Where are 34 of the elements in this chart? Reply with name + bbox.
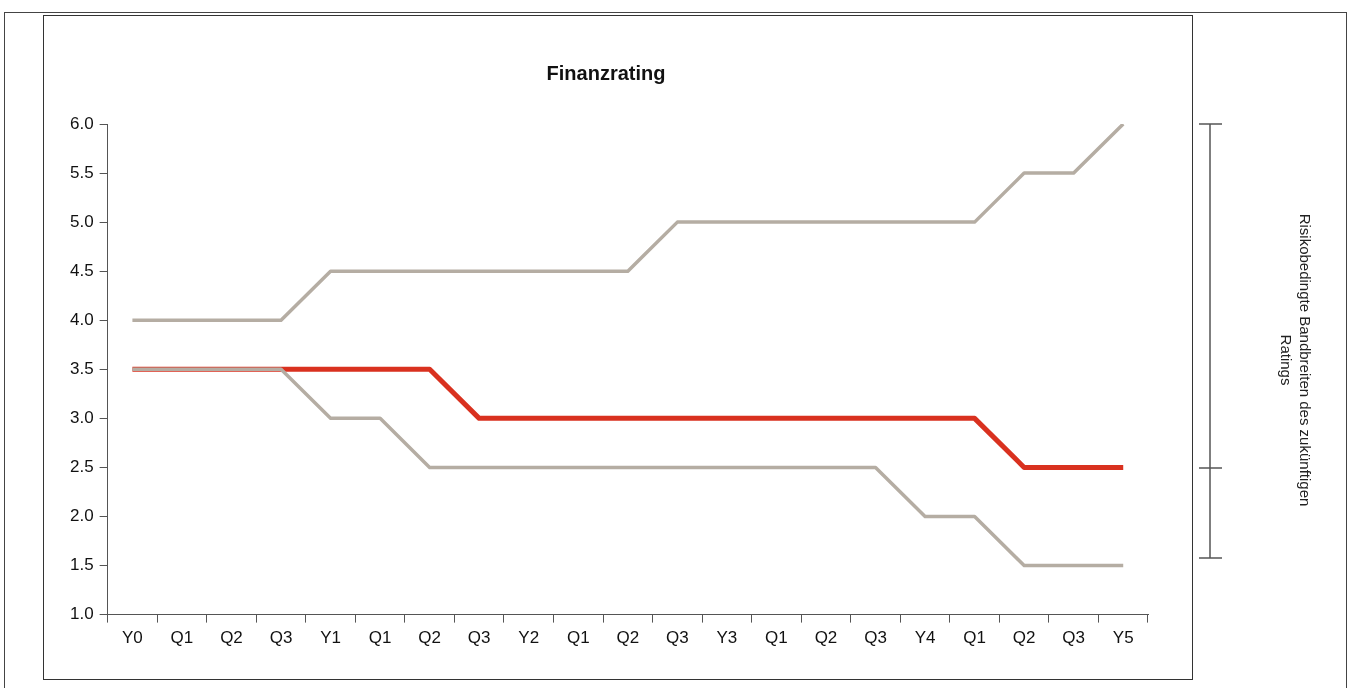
- x-tick-label: Y0: [122, 628, 143, 648]
- chart-title: Finanzrating: [546, 61, 666, 84]
- x-tick-label: Q1: [368, 628, 392, 648]
- text: Risikobedingte Bandbreiten des zukünftigen Ratings: [1277, 212, 1315, 509]
- x-tick-label: Y2: [518, 628, 540, 648]
- x-tick-label: Y4: [914, 628, 936, 648]
- y-tick-label: 3.5: [69, 358, 94, 378]
- y-tick-label: 5.5: [69, 162, 94, 182]
- y-tick-label: 5.0: [69, 211, 94, 231]
- y-tick-label: 6.0: [69, 113, 94, 133]
- x-tick-label: Q1: [963, 628, 986, 648]
- y-tick-label: 2.5: [69, 457, 94, 477]
- x-tick-label: Q3: [666, 628, 689, 648]
- x-tick-label: Q2: [1012, 628, 1036, 648]
- x-tick-label: Y1: [320, 628, 341, 648]
- y-tick-label: 3.0: [69, 408, 94, 428]
- x-tick-label: Q3: [467, 628, 491, 648]
- x-tick-label: Q2: [616, 628, 640, 648]
- x-tick-label: Q2: [220, 628, 243, 648]
- x-tick-label: Y3: [716, 628, 738, 648]
- x-tick-label: Q3: [269, 628, 293, 648]
- x-tick-label: Q1: [566, 628, 590, 648]
- x-tick-label: Y5: [1112, 628, 1134, 648]
- x-tick-label: Q2: [814, 628, 838, 648]
- x-tick-label: Q1: [170, 628, 194, 648]
- y-tick-label: 2.0: [69, 506, 94, 526]
- x-tick-label: Q3: [864, 628, 887, 648]
- y-tick-label: 4.5: [69, 260, 94, 280]
- x-tick-label: Q1: [765, 628, 788, 648]
- y-tick-label: 4.0: [69, 309, 94, 329]
- x-tick-label: Q2: [418, 628, 441, 648]
- x-tick-label: Q3: [1062, 628, 1086, 648]
- y-tick-label: 1.5: [69, 555, 94, 575]
- y-tick-label: 1.0: [69, 604, 94, 624]
